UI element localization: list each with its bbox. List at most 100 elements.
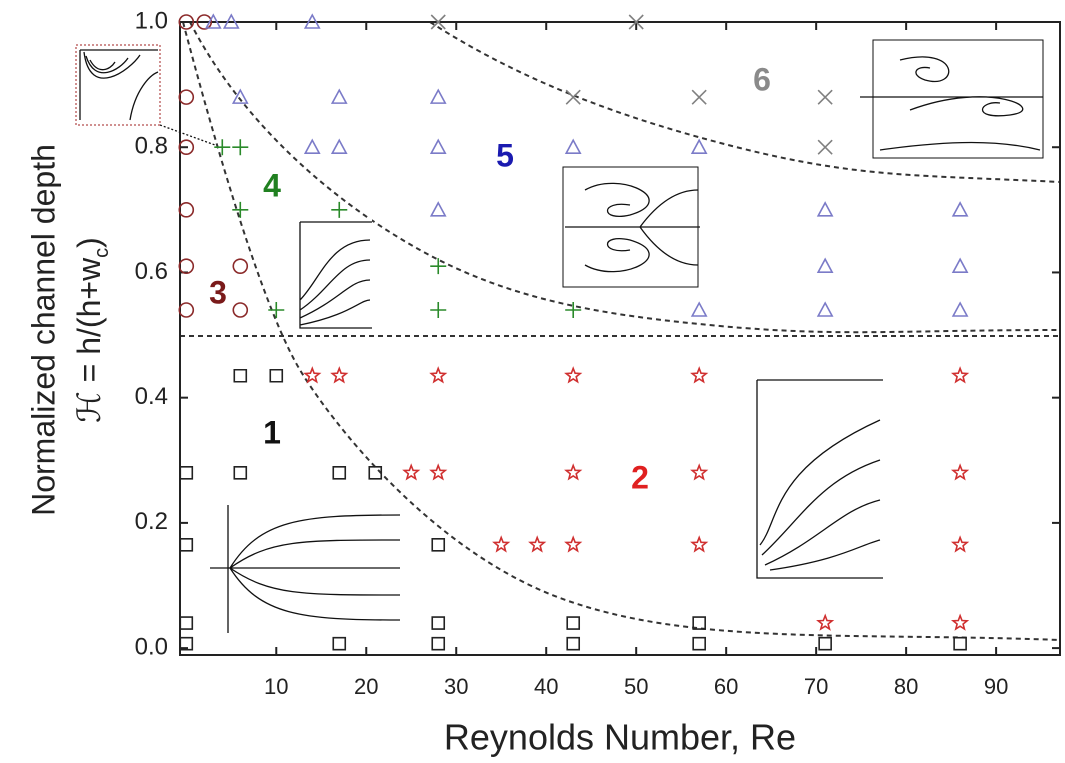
x-tick-label: 10 [264, 674, 288, 699]
data-point [430, 258, 447, 275]
data-point [528, 535, 547, 553]
data-point [429, 463, 448, 481]
formula-main: ℋ = h/(h+w [71, 257, 107, 423]
data-point [303, 138, 321, 155]
data-point [690, 535, 709, 553]
boundary-curve [189, 21, 1061, 334]
inset [210, 505, 400, 633]
data-point [332, 636, 347, 651]
data-point [178, 258, 195, 274]
data-point [331, 201, 348, 218]
data-point [232, 302, 249, 318]
data-point [204, 13, 222, 29]
data-point [951, 201, 969, 217]
data-point [816, 201, 834, 217]
data-point [817, 139, 833, 155]
data-point [690, 138, 708, 155]
data-point [690, 301, 708, 317]
data-point [950, 366, 970, 384]
data-point [564, 463, 583, 481]
data-point [951, 257, 969, 273]
data-point [430, 14, 446, 30]
data-point [431, 636, 446, 651]
data-point [178, 14, 195, 30]
inset [290, 218, 372, 330]
data-point [950, 535, 970, 553]
data-point [330, 138, 348, 155]
x-tick-label: 90 [984, 674, 1008, 699]
region-label: 3 [209, 274, 227, 310]
data-point [566, 636, 581, 651]
data-point [565, 89, 581, 105]
data-point [231, 88, 249, 104]
data-point [566, 616, 581, 630]
data-point [429, 138, 447, 155]
data-point [431, 616, 446, 630]
data-point [690, 366, 709, 384]
data-point [564, 366, 583, 384]
data-point [628, 14, 644, 30]
data-point [690, 463, 709, 481]
data-point [429, 88, 447, 104]
data-point [330, 88, 348, 104]
x-tick-label: 20 [354, 674, 378, 699]
data-point [196, 14, 213, 30]
data-point [818, 636, 832, 651]
inset [755, 378, 883, 578]
data-point [691, 89, 707, 105]
region-label: 4 [263, 167, 281, 203]
data-point [179, 636, 194, 651]
y-tick-label: 0.4 [135, 383, 168, 410]
data-point [332, 466, 347, 480]
data-point [179, 538, 194, 552]
inset [75, 44, 161, 126]
data-point [951, 301, 969, 317]
data-point [303, 366, 322, 384]
x-axis-label: Reynolds Number, Re [444, 717, 796, 758]
data-point [492, 535, 511, 553]
x-tick-label: 60 [714, 674, 738, 699]
data-point [179, 616, 194, 630]
data-point [953, 636, 967, 651]
data-point [303, 13, 321, 29]
data-point [232, 139, 249, 156]
x-tick-label: 50 [624, 674, 648, 699]
insets [75, 39, 1044, 633]
data-point [429, 366, 448, 384]
formula-sub: c [91, 248, 113, 258]
data-point [178, 139, 195, 156]
region-label: 6 [753, 61, 771, 97]
data-point [816, 301, 834, 317]
data-point [816, 257, 834, 273]
data-point [214, 139, 231, 156]
y-axis-label: Normalized channel depth [25, 144, 61, 516]
y-axis-formula: ℋ = h/(h+wc) [71, 237, 113, 423]
x-tick-label: 70 [804, 674, 828, 699]
boundary-curve [182, 21, 1061, 641]
data-point [232, 258, 249, 274]
x-tick-label: 80 [894, 674, 918, 699]
region-label: 5 [496, 137, 514, 173]
data-point [564, 535, 583, 553]
boundaries [180, 21, 1061, 641]
data-point [429, 201, 447, 217]
inset [872, 39, 1044, 159]
data-point [565, 302, 582, 319]
y-tick-label: 0.2 [135, 508, 168, 535]
data-point [950, 463, 970, 481]
data-point [222, 13, 240, 29]
data-point [178, 89, 195, 105]
x-tick-label: 40 [534, 674, 558, 699]
data-point [179, 466, 194, 480]
y-tick-label: 0.0 [135, 633, 168, 660]
data-point [178, 302, 195, 318]
boundary-curve [429, 21, 1061, 183]
data-point [692, 636, 706, 651]
data-point [268, 302, 285, 319]
data-point [692, 616, 706, 630]
formula-end: ) [71, 237, 107, 248]
data-point [817, 89, 833, 105]
x-tick-label: 30 [444, 674, 468, 699]
data-point [269, 368, 284, 383]
